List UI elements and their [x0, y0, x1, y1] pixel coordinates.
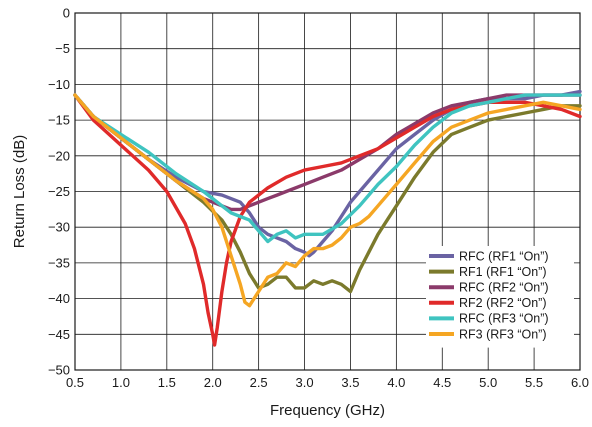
y-tick-label: −20 [48, 148, 70, 163]
y-tick-label: −25 [48, 184, 70, 199]
y-axis-ticks: 0 −5 −10 −15 −20 −25 −30 −35 −40 −45 −50 [48, 6, 70, 378]
plot-frame [74, 12, 581, 371]
series-layer [73, 89, 582, 347]
legend-background [426, 246, 574, 348]
x-tick-label: 3.0 [296, 375, 314, 390]
y-tick-label: 0 [63, 6, 70, 21]
legend-label-2: RF1 (RF1 “On”) [459, 265, 547, 279]
x-tick-label: 0.5 [66, 375, 84, 390]
x-tick-label: 1.0 [112, 375, 130, 390]
y-tick-label: −50 [48, 363, 70, 378]
y-tick-label: −40 [48, 291, 70, 306]
x-axis-ticks: 0.5 1.0 1.5 2.0 2.5 3.0 3.5 4.0 4.5 5.0 5.5 6.0 [66, 375, 589, 390]
series-line-5 [73, 93, 582, 244]
legend-label-5: RFC (RF3 “On”) [459, 312, 549, 326]
y-tick-label: −5 [55, 41, 70, 56]
x-tick-label: 5.0 [479, 375, 497, 390]
x-tick-label: 5.5 [525, 375, 543, 390]
y-tick-label: −15 [48, 113, 70, 128]
y-tick-label: −45 [48, 327, 70, 342]
legend: RFC (RF1 “On”) RF1 (RF1 “On”) RFC (RF2 “On… [426, 246, 574, 348]
x-tick-label: 6.0 [571, 375, 589, 390]
legend-label-3: RFC (RF2 “On”) [459, 281, 549, 295]
x-tick-label: 2.5 [250, 375, 268, 390]
x-tick-label: 4.0 [387, 375, 405, 390]
legend-label-4: RF2 (RF2 “On”) [459, 296, 547, 310]
x-tick-label: 4.5 [433, 375, 451, 390]
y-axis-title: Return Loss (dB) [11, 135, 28, 248]
y-tick-label: −30 [48, 220, 70, 235]
x-tick-label: 3.5 [341, 375, 359, 390]
y-tick-label: −10 [48, 77, 70, 92]
x-axis-title: Frequency (GHz) [270, 402, 385, 419]
legend-label-1: RFC (RF1 “On”) [459, 249, 549, 263]
series-line-6 [73, 93, 582, 308]
legend-label-6: RF3 (RF3 “On”) [459, 327, 547, 341]
x-tick-label: 1.5 [158, 375, 176, 390]
y-tick-label: −35 [48, 255, 70, 270]
x-tick-label: 2.0 [204, 375, 222, 390]
